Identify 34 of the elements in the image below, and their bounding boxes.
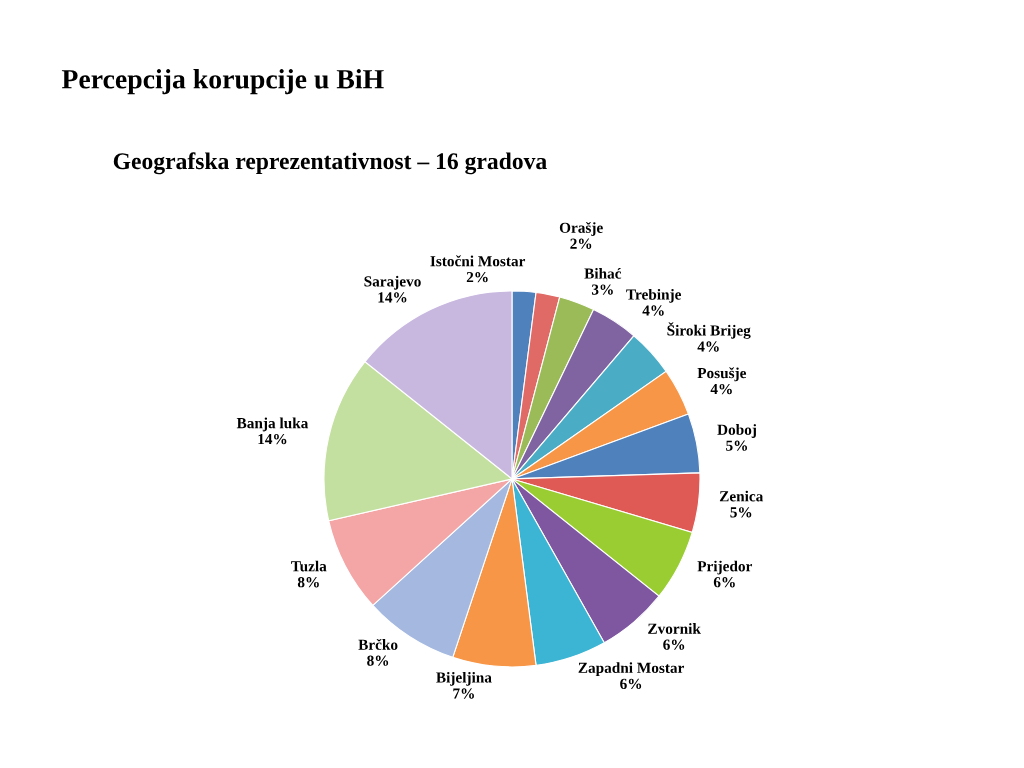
slice-label: Istočni Mostar (430, 255, 526, 267)
data-label: 5% (730, 507, 752, 518)
slice-label: Trebinje (626, 288, 682, 303)
slice-label: Bihać (584, 267, 622, 279)
slice-label: Prijedor (697, 560, 753, 575)
slice-label: Sarajevo (364, 275, 421, 290)
chart-subtitle: Geografska reprezentativnost – 16 gradova (113, 152, 547, 175)
data-label: 14% (378, 292, 407, 303)
data-label: 3% (591, 284, 613, 295)
data-label: 2% (466, 271, 488, 283)
slice-label: Zapadni Mostar (578, 662, 685, 677)
data-label: 5% (726, 440, 748, 451)
slice-label: Široki Brijeg (667, 322, 751, 339)
slice-label: Orašje (559, 221, 603, 236)
data-label: 6% (620, 678, 642, 690)
slice-label: Bijeljina (436, 671, 492, 686)
slice-label: Posušje (697, 367, 747, 382)
data-label: 14% (258, 433, 287, 445)
slice-label: Tuzla (291, 560, 327, 572)
slice-label: Doboj (717, 424, 756, 438)
data-label: 7% (453, 688, 474, 699)
data-label: 2% (570, 238, 592, 249)
data-label: 4% (642, 305, 664, 316)
data-label: 8% (367, 655, 389, 666)
data-label: 4% (710, 383, 732, 395)
slice-label: Banja luka (236, 417, 309, 432)
slice-label: Brčko (358, 638, 398, 650)
data-label: 8% (297, 577, 319, 588)
data-label: 6% (713, 577, 735, 588)
data-label: 4% (697, 341, 719, 352)
chart-title: Percepcija korupcije u BiH (61, 69, 384, 95)
slice-label: Zenica (719, 490, 764, 502)
slice-label: Zvornik (648, 623, 701, 634)
data-label: 6% (663, 639, 685, 650)
